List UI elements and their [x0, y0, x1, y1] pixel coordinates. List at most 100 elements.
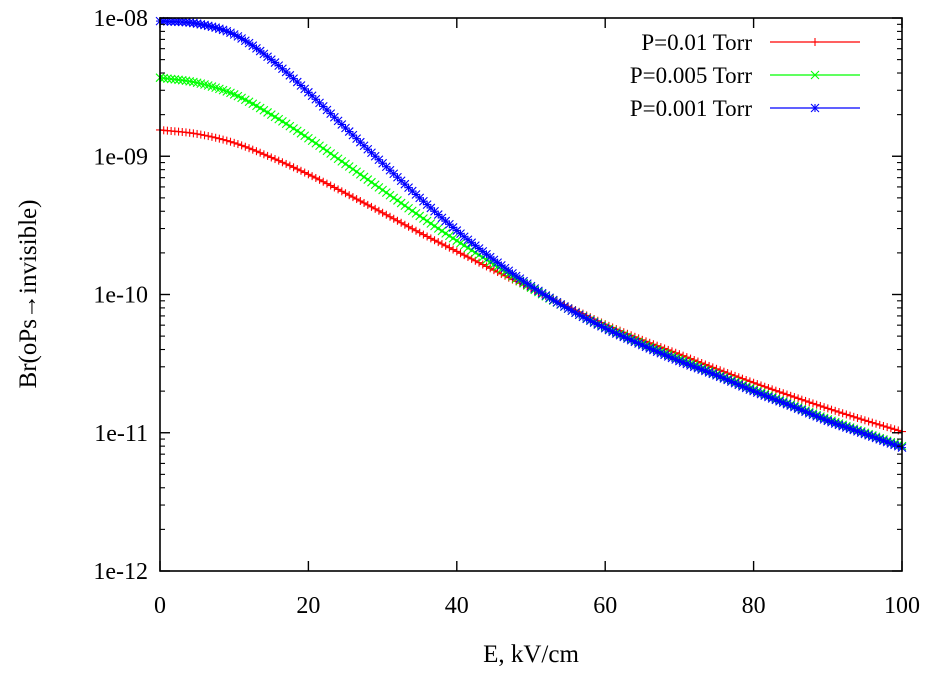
data-point: [386, 212, 395, 221]
legend-item: P=0.01 Torr: [641, 30, 860, 55]
data-point: [363, 200, 372, 209]
data-point: [794, 394, 803, 403]
data-point: [259, 150, 268, 159]
data-point: [857, 415, 866, 424]
data-point: [449, 245, 458, 254]
legend-label: P=0.005 Torr: [630, 63, 752, 88]
legend-marker: [810, 70, 820, 80]
y-tick-label: 1e-10: [93, 283, 148, 309]
data-point: [382, 210, 391, 219]
data-point: [329, 151, 339, 161]
data-point: [282, 159, 291, 168]
series-2: [155, 73, 907, 451]
data-point: [267, 153, 276, 162]
data-point: [341, 159, 350, 169]
data-point: [426, 234, 435, 243]
data-point: [808, 399, 817, 408]
data-point: [241, 142, 250, 151]
data-point: [367, 202, 376, 211]
data-point: [423, 232, 432, 241]
data-point: [411, 226, 420, 235]
data-point: [304, 170, 313, 179]
data-point: [430, 236, 439, 245]
y-axis-label: Br(oPs→invisible): [15, 200, 42, 389]
data-point: [371, 204, 380, 213]
data-point: [326, 149, 336, 158]
data-point: [307, 136, 317, 146]
data-point: [334, 185, 343, 194]
data-point: [456, 238, 465, 248]
data-point: [842, 410, 851, 419]
data-point: [211, 133, 220, 142]
data-point: [166, 74, 176, 84]
data-point: [230, 138, 239, 147]
data-point: [374, 183, 384, 192]
data-point: [571, 308, 580, 318]
data-point: [252, 147, 261, 156]
data-point: [407, 206, 417, 216]
data-point: [315, 175, 324, 184]
data-point: [200, 131, 209, 140]
x-axis-label: E, kV/cm: [483, 641, 579, 668]
data-point: [215, 134, 224, 143]
data-point: [385, 190, 395, 200]
data-point: [801, 396, 810, 405]
data-point: [727, 370, 736, 379]
data-point: [834, 408, 843, 417]
data-point: [864, 417, 873, 426]
data-point: [189, 77, 198, 87]
x-tick-label: 100: [884, 593, 920, 619]
data-point: [381, 188, 391, 197]
data-point: [318, 143, 328, 153]
data-point: [311, 173, 320, 182]
legend-item: P=0.005 Torr: [630, 63, 860, 88]
data-point: [782, 390, 791, 399]
legend-label: P=0.01 Torr: [641, 30, 752, 55]
data-point: [448, 233, 458, 243]
plot-frame: [159, 17, 903, 572]
series-line: [159, 20, 903, 449]
data-point: [278, 158, 287, 167]
data-point: [315, 141, 324, 151]
data-point: [367, 177, 376, 187]
data-point: [415, 228, 424, 237]
data-point: [879, 421, 888, 430]
data-point: [185, 76, 195, 86]
data-point: [207, 132, 216, 141]
data-point: [419, 214, 428, 223]
data-point: [445, 243, 454, 252]
data-point: [641, 342, 651, 352]
data-point: [515, 274, 525, 283]
data-point: [337, 156, 347, 166]
data-point: [233, 140, 242, 149]
data-point: [872, 419, 881, 428]
data-point: [883, 423, 892, 432]
data-point: [311, 138, 321, 148]
data-point: [820, 403, 829, 412]
series-line: [159, 77, 903, 447]
data-point: [823, 404, 832, 413]
data-point: [831, 406, 840, 415]
legend: P=0.01 Torr P=0.005 Torr P=0.001 Torr: [630, 30, 860, 121]
data-point: [226, 137, 235, 146]
data-point: [330, 183, 339, 192]
data-point: [348, 193, 357, 202]
data-point: [319, 177, 328, 186]
data-point: [219, 135, 228, 144]
data-point: [430, 221, 439, 231]
data-point: [426, 219, 436, 228]
y-tick-label: 1e-09: [93, 144, 148, 170]
data-point: [456, 249, 465, 258]
data-point: [397, 218, 406, 227]
data-point: [293, 165, 302, 174]
data-point: [181, 76, 191, 86]
data-point: [322, 179, 331, 188]
data-point: [460, 251, 469, 260]
data-point: [478, 260, 487, 269]
data-point: [400, 220, 409, 229]
data-point: [304, 133, 313, 143]
data-point: [344, 162, 354, 171]
x-tick-label: 60: [593, 593, 617, 619]
